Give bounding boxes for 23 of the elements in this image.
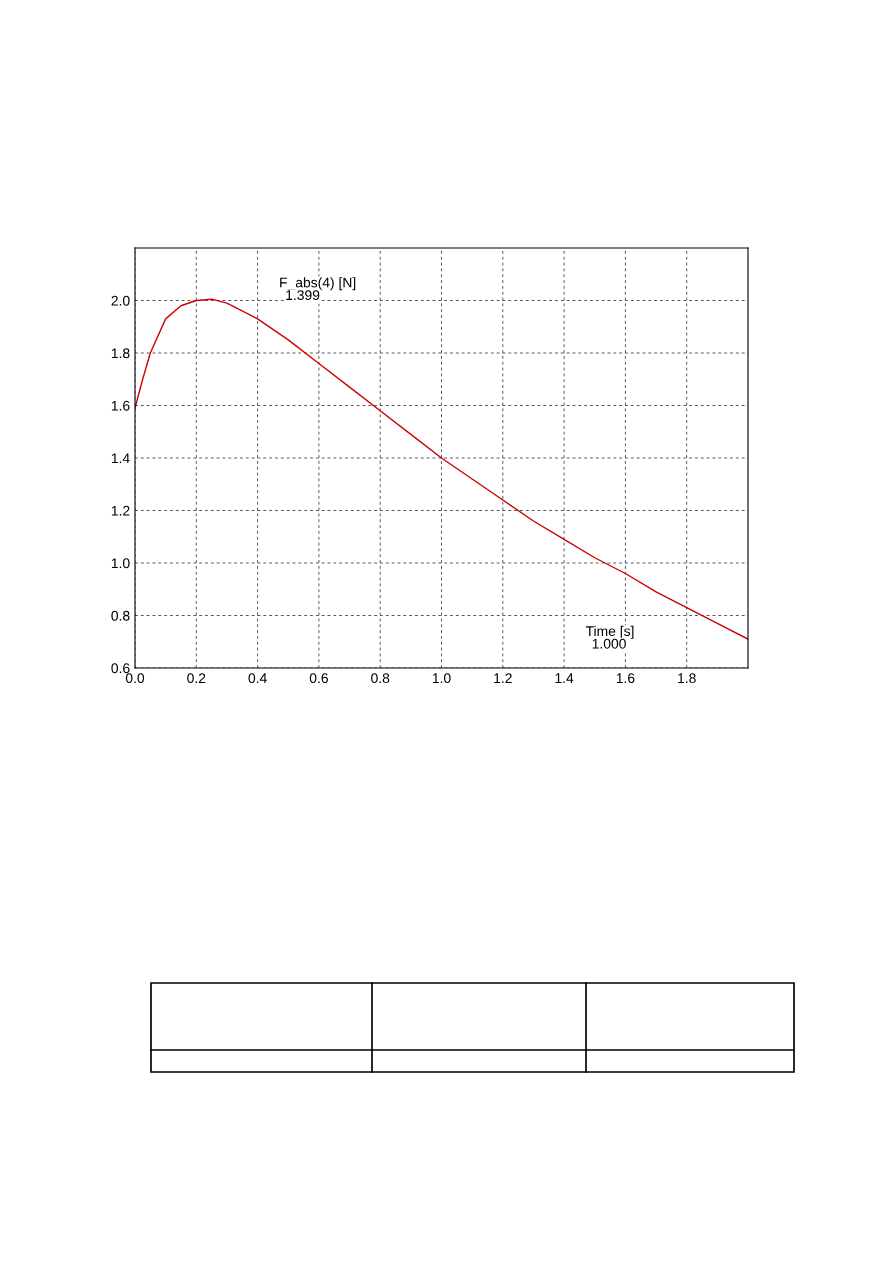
annotation: 1.000 [592,638,626,649]
annotation: F_abs(4) [N] [280,277,356,291]
x-tick-label: 1.6 [616,673,635,684]
y-tick-label: 0.6 [111,663,130,674]
x-tick-label: 0.0 [125,673,145,684]
x-tick-label: 1.4 [555,673,574,683]
y-tick-label: 0.8 [111,610,130,621]
y-tick-label: 1.2 [111,505,130,516]
x-tick-label: 0.6 [309,673,328,684]
line-series [135,298,748,640]
x-tick-label: 0.4 [248,673,267,684]
y-tick-label: 1.0 [111,558,130,569]
x-tick-label: 1.8 [678,673,696,684]
y-tick-label: 1.8 [111,348,130,359]
y-tick-label: 1.4 [111,453,130,464]
annotation: Time [s] [585,625,634,639]
y-tick-label: 1.6 [111,400,130,411]
x-tick-label: 1.0 [432,673,451,684]
x-tick-label: 0.8 [371,673,390,684]
x-tick-label: 0.2 [187,673,206,684]
annotation: 1.399 [286,290,320,301]
y-tick-label: 2.0 [111,295,130,306]
x-tick-label: 1.2 [494,673,512,683]
